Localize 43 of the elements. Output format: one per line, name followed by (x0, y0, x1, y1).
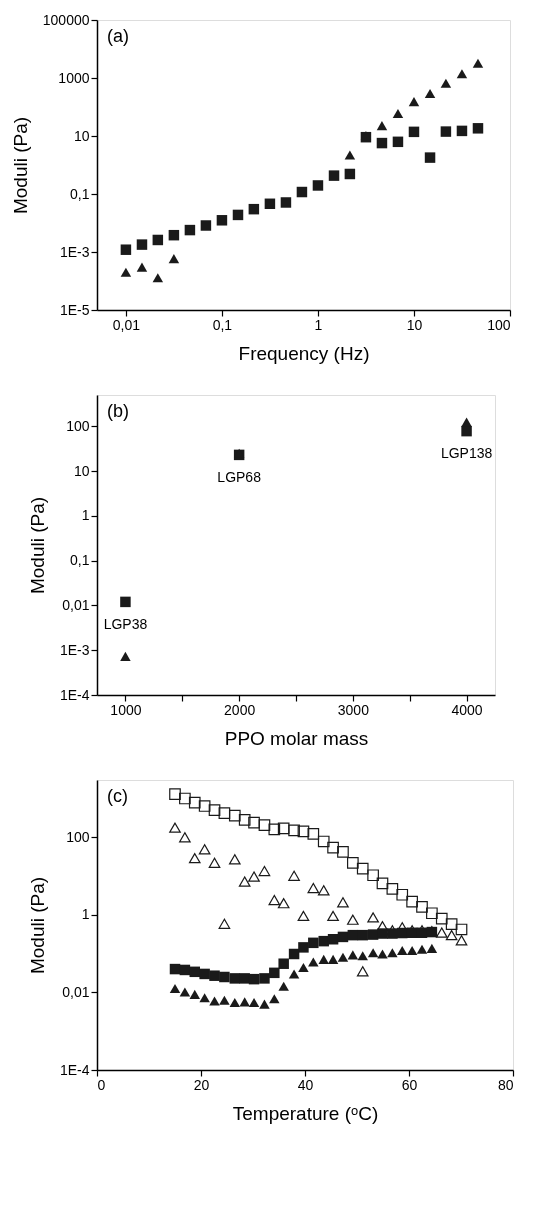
annotation: (a) (107, 26, 129, 46)
y-tick-label: 1 (81, 906, 90, 923)
x-tick-label: 4000 (451, 701, 483, 718)
y-tick-label: 1E-4 (59, 1061, 90, 1078)
y-tick-label: 100 (66, 417, 90, 434)
annotation: (b) (107, 401, 129, 421)
y-tick-label: 0,01 (62, 596, 90, 613)
x-tick-label: 20 (193, 1076, 210, 1093)
y-axis-title: Moduli (Pa) (26, 496, 48, 595)
x-tick-label: 0 (97, 1076, 106, 1093)
x-tick-label: 40 (297, 1076, 314, 1093)
x-tick-label: 3000 (337, 701, 370, 718)
x-tick-label: 80 (497, 1076, 514, 1093)
y-axis-title: Moduli (Pa) (9, 116, 31, 215)
y-tick-label: 1E-3 (59, 243, 90, 260)
x-tick-label: 0,1 (212, 316, 233, 333)
x-tick-label: 0,01 (112, 316, 141, 333)
y-tick-label: 0,1 (70, 185, 90, 202)
y-tick-label: 1E-5 (59, 301, 90, 318)
x-tick-label: 10 (406, 316, 423, 333)
annotation: (c) (107, 786, 128, 806)
x-axis-title: Frequency (Hz) (238, 342, 370, 364)
annotation: LGP68 (217, 468, 262, 485)
x-tick-label: 1 (314, 316, 323, 333)
y-axis-title: Moduli (Pa) (26, 876, 48, 975)
y-tick-label: 1000 (58, 69, 90, 86)
y-tick-label: 10 (73, 127, 90, 144)
x-tick-label: 1000 (110, 701, 142, 718)
y-tick-label: 10 (73, 462, 90, 479)
y-tick-label: 100000 (42, 11, 90, 28)
x-tick-label: 100 (487, 316, 511, 333)
annotation: LGP38 (103, 615, 148, 632)
x-tick-label: 60 (401, 1076, 418, 1093)
annotation: LGP138 (440, 445, 493, 462)
y-tick-label: 100 (66, 828, 90, 845)
y-tick-label: 1E-4 (59, 686, 90, 703)
y-tick-label: 1 (81, 507, 90, 524)
y-tick-label: 1E-3 (59, 641, 90, 658)
x-axis-title: Temperature (ᵒC) (232, 1102, 379, 1124)
y-tick-label: 0,01 (62, 983, 90, 1000)
x-axis-title: PPO molar mass (224, 727, 369, 749)
x-tick-label: 2000 (224, 701, 256, 718)
y-tick-label: 0,1 (70, 552, 90, 569)
